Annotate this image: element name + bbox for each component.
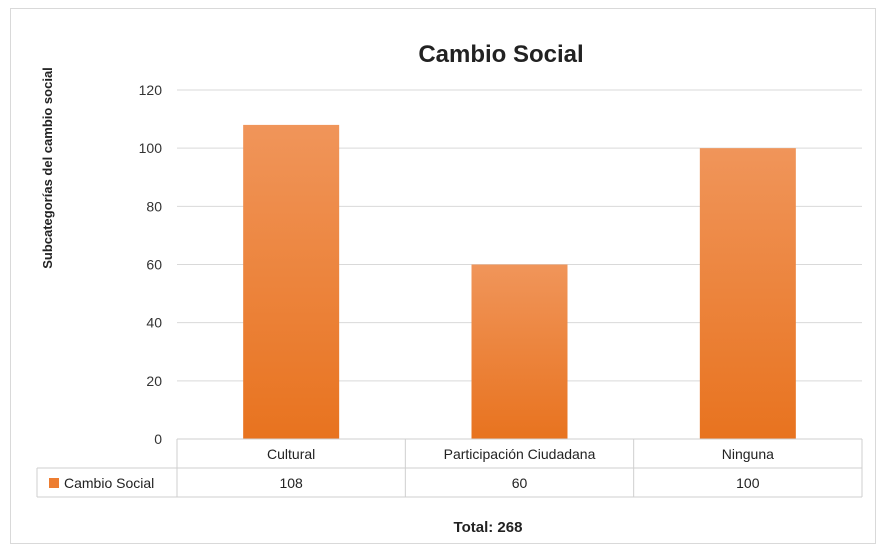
y-tick-label: 120 <box>139 82 163 98</box>
total-label: Total: 268 <box>454 519 523 536</box>
y-tick-label: 40 <box>146 315 162 331</box>
y-tick-label: 100 <box>139 140 163 156</box>
legend-swatch <box>49 478 59 488</box>
bar-ninguna <box>699 148 796 439</box>
x-tick-label: Cultural <box>267 446 315 462</box>
bar-cultural <box>243 124 340 440</box>
y-tick-label: 20 <box>146 373 162 389</box>
y-tick-label: 0 <box>154 431 162 447</box>
y-tick-label: 80 <box>146 198 162 214</box>
data-label: 108 <box>279 475 303 491</box>
data-label: 60 <box>512 475 528 491</box>
x-tick-label: Participación Ciudadana <box>444 446 596 462</box>
legend-label: Cambio Social <box>64 475 154 491</box>
data-label: 100 <box>736 475 760 491</box>
bar-participación-ciudadana <box>471 264 568 439</box>
x-tick-label: Ninguna <box>722 446 774 462</box>
y-axis-label: Subcategorías del cambio social <box>40 67 55 269</box>
y-tick-label: 60 <box>146 257 162 273</box>
chart-title: Cambio Social <box>418 41 583 68</box>
